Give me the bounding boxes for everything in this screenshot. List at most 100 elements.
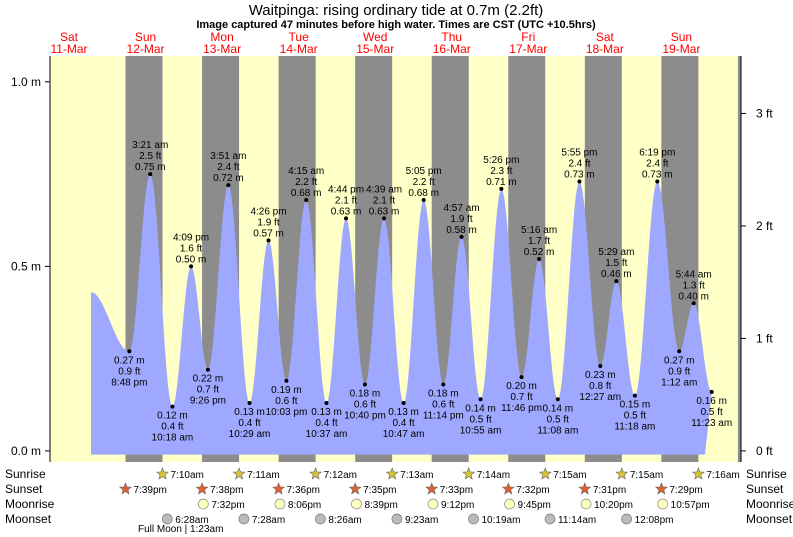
low-tide-ft: 0.4 ft [392, 418, 414, 429]
sunset-time: 7:29pm [669, 485, 702, 496]
tide-series-area [91, 174, 712, 455]
sunset-time: 7:38pm [210, 485, 243, 496]
high-tide-ft: 1.7 ft [528, 236, 550, 247]
low-tide-ft: 0.4 ft [238, 418, 260, 429]
sunrise-time: 7:15am [553, 470, 586, 481]
y-tick-label-left: 0.0 m [11, 444, 41, 458]
high-tide-ft: 1.5 ft [605, 258, 627, 269]
moonrise-time: 8:06pm [288, 500, 321, 511]
moonset-icon [391, 513, 403, 525]
low-tide-m: 0.13 m [388, 407, 419, 418]
high-tide-time: 5:55 pm [561, 147, 597, 158]
high-tide-time: 4:15 am [288, 166, 324, 177]
day-date: 14-Mar [280, 42, 318, 56]
low-tide-time: 1:12 am [661, 377, 697, 388]
low-tide-time: 10:37 am [306, 429, 348, 440]
day-weekday: Sat [60, 30, 79, 44]
high-tide-time: 5:16 am [521, 225, 557, 236]
high-tide-ft: 2.1 ft [373, 195, 395, 206]
low-tide-time: 12:27 am [579, 392, 621, 403]
high-tide-time: 4:57 am [443, 203, 479, 214]
low-tide-ft: 0.7 ft [197, 385, 219, 396]
high-tide-ft: 1.3 ft [683, 280, 705, 291]
high-tide-ft: 1.9 ft [450, 214, 472, 225]
low-tide-m: 0.19 m [271, 385, 302, 396]
moonrise-icon [274, 498, 286, 510]
sunset-icon [425, 482, 439, 495]
tide-point [655, 179, 660, 184]
moonset-icon [544, 513, 556, 525]
high-tide-ft: 1.9 ft [257, 218, 279, 229]
low-tide-ft: 0.4 ft [161, 422, 183, 433]
day-date: 12-Mar [127, 42, 165, 56]
tide-point [304, 197, 309, 202]
low-tide-time: 10:18 am [152, 433, 194, 444]
tide-point [677, 349, 682, 354]
sunrise-icon [691, 467, 705, 480]
y-tick-label-left: 0.5 m [11, 259, 41, 273]
day-weekday: Fri [521, 30, 535, 44]
sunset-icon [195, 482, 209, 495]
day-date: 11-Mar [50, 42, 87, 56]
sunset-time: 7:32pm [516, 485, 549, 496]
low-tide-m: 0.13 m [311, 407, 342, 418]
low-tide-time: 10:40 pm [344, 410, 386, 421]
low-tide-time: 11:23 am [691, 418, 732, 429]
high-tide-m: 0.73 m [564, 169, 595, 180]
sunrise-time: 7:13am [400, 470, 433, 481]
high-tide-ft: 2.3 ft [490, 166, 512, 177]
sunrise-icon [385, 467, 399, 480]
legend-row-label-right: Sunset [746, 482, 784, 496]
high-tide-ft: 2.2 ft [295, 177, 317, 188]
low-tide-m: 0.14 m [465, 403, 496, 414]
low-tide-m: 0.18 m [428, 388, 459, 399]
sunrise-time: 7:14am [477, 470, 510, 481]
day-date: 15-Mar [356, 42, 394, 56]
tide-point [362, 382, 367, 387]
low-tide-m: 0.20 m [506, 381, 537, 392]
sunrise-time: 7:16am [706, 470, 739, 481]
sunrise-icon [462, 467, 476, 480]
tide-point [421, 197, 426, 202]
legend-row-label-right: Sunrise [746, 467, 787, 481]
low-tide-time: 8:48 pm [111, 377, 147, 388]
moonrise-time: 8:39pm [364, 500, 397, 511]
high-tide-ft: 2.5 ft [139, 151, 161, 162]
tide-point [555, 397, 560, 402]
high-tide-m: 0.58 m [446, 225, 477, 236]
low-tide-ft: 0.9 ft [668, 366, 690, 377]
tide-point [614, 279, 619, 284]
low-tide-m: 0.18 m [350, 388, 381, 399]
high-tide-time: 4:44 pm [328, 184, 364, 195]
low-tide-m: 0.22 m [193, 374, 224, 385]
high-tide-time: 5:05 pm [406, 166, 442, 177]
tide-point [226, 183, 231, 188]
sunrise-icon [232, 467, 246, 480]
sunset-icon [348, 482, 362, 495]
y-tick-label-left: 1.0 m [11, 75, 41, 89]
low-tide-ft: 0.6 ft [354, 399, 376, 410]
sunset-time: 7:39pm [134, 485, 167, 496]
axes: 1.0 m 0.5 m 0.0 m 3 ft 2 ft 1 ft 0 ft [11, 56, 773, 462]
high-tide-m: 0.71 m [486, 177, 517, 188]
tide-point [441, 382, 446, 387]
legend-row-label-left: Sunrise [5, 467, 46, 481]
low-tide-ft: 0.6 ft [432, 399, 454, 410]
moonset-time: 8:26am [328, 515, 361, 526]
high-tide-m: 0.73 m [642, 169, 673, 180]
tide-point [478, 397, 483, 402]
tide-point [519, 375, 524, 380]
moonset-time: 12:08pm [635, 515, 674, 526]
high-tide-time: 5:44 am [676, 269, 712, 280]
low-tide-time: 10:03 pm [266, 407, 308, 418]
tide-point [598, 364, 603, 369]
sunset-icon [272, 482, 286, 495]
legend-row-label-left: Moonset [5, 512, 52, 526]
low-tide-m: 0.13 m [234, 407, 265, 418]
low-tide-time: 10:29 am [229, 429, 271, 440]
day-weekday: Wed [363, 30, 387, 44]
high-tide-ft: 2.4 ft [646, 158, 668, 169]
day-weekday: Sun [671, 30, 692, 44]
tide-point [499, 186, 504, 191]
